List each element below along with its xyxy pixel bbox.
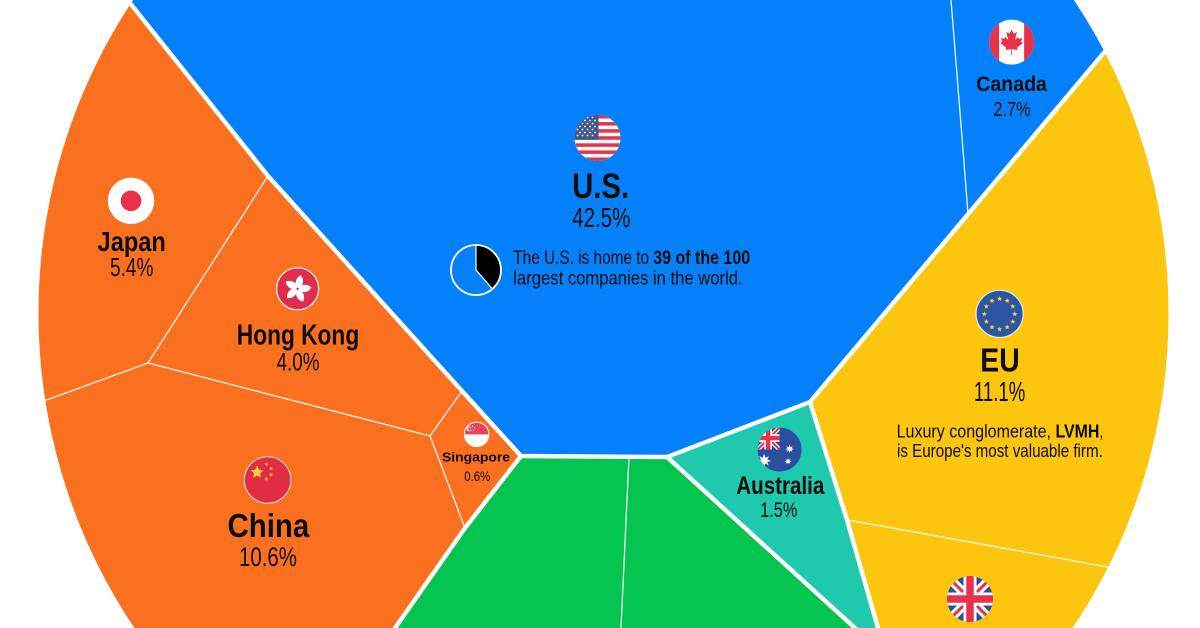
svg-text:Hong Kong: Hong Kong [237,320,359,352]
svg-text:11.1%: 11.1% [974,376,1025,407]
svg-text:1.5%: 1.5% [760,499,797,522]
svg-text:Singapore: Singapore [442,450,510,465]
svg-text:China: China [228,507,310,544]
svg-text:2.7%: 2.7% [993,99,1030,121]
svg-text:5.4%: 5.4% [110,254,153,282]
svg-text:largest companies in the world: largest companies in the world. [513,267,742,289]
svg-text:is Europe's most valuable firm: is Europe's most valuable firm. [897,440,1103,461]
svg-text:Canada: Canada [976,73,1047,96]
svg-text:10.6%: 10.6% [239,542,297,572]
svg-text:Luxury conglomerate, LVMH,: Luxury conglomerate, LVMH, [897,420,1104,441]
svg-text:0.6%: 0.6% [464,469,490,484]
svg-text:Australia: Australia [736,472,825,500]
svg-text:EU: EU [980,342,1019,379]
svg-text:U.S.: U.S. [572,167,629,206]
svg-text:42.5%: 42.5% [572,202,630,233]
svg-text:The U.S. is home to 39 of the: The U.S. is home to 39 of the 100 [513,247,750,269]
svg-text:4.0%: 4.0% [277,349,320,376]
svg-text:Japan: Japan [98,226,166,257]
